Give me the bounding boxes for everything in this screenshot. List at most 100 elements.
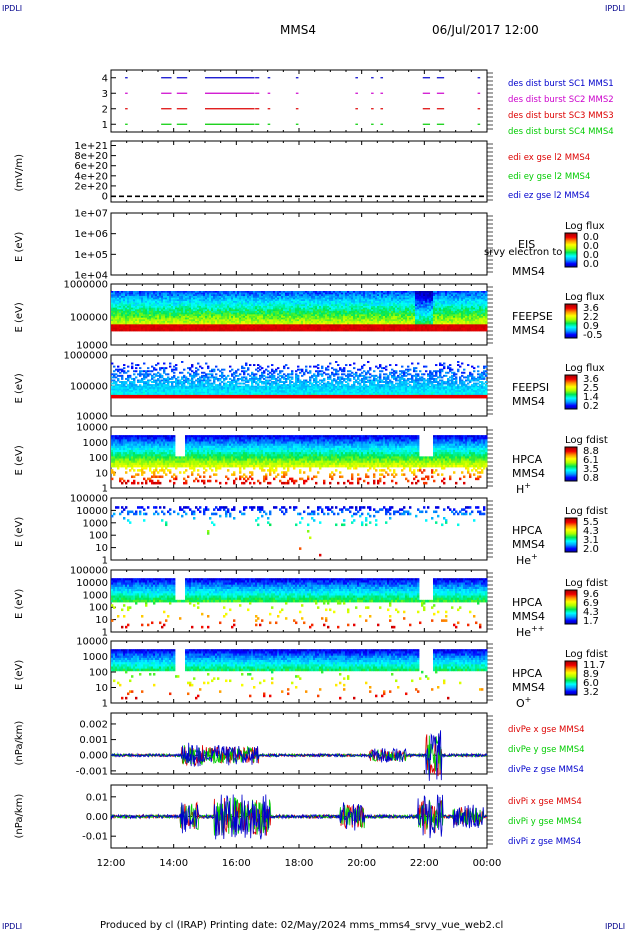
feeps-e-pixel bbox=[135, 296, 138, 299]
feeps-e-pixel bbox=[145, 316, 148, 319]
feeps-e-pixel bbox=[151, 301, 154, 304]
feeps-e-pixel bbox=[195, 324, 198, 327]
feeps-e-pixel bbox=[159, 301, 162, 304]
feeps-e-pixel bbox=[169, 324, 172, 327]
feeps-e-pixel bbox=[199, 306, 202, 309]
feeps-e-pixel bbox=[141, 316, 144, 319]
feeps-e-pixel bbox=[183, 324, 186, 327]
feeps-e-pixel bbox=[187, 301, 190, 304]
feeps-e-pixel bbox=[153, 297, 156, 300]
feeps-e-pixel bbox=[187, 327, 190, 330]
feeps-e-pixel bbox=[129, 304, 132, 307]
feeps-e-pixel bbox=[189, 302, 192, 305]
feeps-e-pixel bbox=[187, 309, 190, 312]
feeps-e-pixel bbox=[153, 294, 156, 297]
feeps-e-pixel bbox=[161, 312, 164, 315]
feeps-e-pixel bbox=[209, 324, 212, 327]
feeps-e-pixel bbox=[117, 321, 120, 324]
feeps-e-pixel bbox=[181, 312, 184, 315]
feeps-e-pixel bbox=[143, 319, 146, 322]
feeps-e-pixel bbox=[123, 326, 126, 329]
feeps-e-pixel bbox=[201, 322, 204, 325]
feeps-e-pixel bbox=[145, 324, 148, 327]
feeps-e-pixel bbox=[117, 312, 120, 315]
eis-colorbar-tick: 0.0 bbox=[583, 241, 599, 252]
burst-legend-3: des dist burst SC3 MMS3 bbox=[508, 111, 614, 121]
feeps-e-pixel bbox=[205, 319, 208, 322]
feeps-e-pixel bbox=[177, 327, 180, 330]
feeps-e-pixel bbox=[181, 299, 184, 302]
feeps-e-pixel bbox=[119, 304, 122, 307]
feeps-e-pixel bbox=[133, 322, 136, 325]
feeps-e-pixel bbox=[123, 324, 126, 327]
feeps-e-pixel bbox=[153, 296, 156, 299]
feeps-e-pixel bbox=[117, 296, 120, 299]
feeps-e-pixel bbox=[113, 306, 116, 309]
eis-panel-y-tick-label: 1e+05 bbox=[74, 250, 108, 261]
burst-legend-1: des dist burst SC1 MMS1 bbox=[508, 79, 614, 89]
feeps-e-pixel bbox=[185, 294, 188, 297]
feeps-e-pixel bbox=[157, 324, 160, 327]
feeps-e-pixel bbox=[205, 307, 208, 310]
feeps-e-pixel bbox=[193, 304, 196, 307]
feeps-e-pixel bbox=[205, 302, 208, 305]
feeps-e-pixel bbox=[113, 319, 116, 322]
feeps-e-pixel bbox=[191, 311, 194, 314]
feeps-e-pixel bbox=[185, 326, 188, 329]
feeps-e-pixel bbox=[153, 322, 156, 325]
feeps-e-pixel bbox=[127, 302, 130, 305]
feeps-e-pixel bbox=[143, 297, 146, 300]
datetime-title: 06/Jul/2017 12:00 bbox=[432, 23, 539, 37]
feeps-e-pixel bbox=[169, 292, 172, 295]
feeps-e-pixel bbox=[177, 306, 180, 309]
feeps-e-pixel bbox=[171, 326, 174, 329]
feeps-e-colorbar bbox=[565, 304, 577, 339]
feeps-e-pixel bbox=[175, 297, 178, 300]
feeps-e-pixel bbox=[205, 321, 208, 324]
feeps-e-pixel bbox=[209, 329, 212, 332]
feeps-e-pixel bbox=[159, 314, 162, 317]
feeps-e-pixel bbox=[207, 314, 210, 317]
feeps-e-pixel bbox=[123, 316, 126, 319]
feeps-e-pixel bbox=[147, 296, 150, 299]
feeps-e-pixel bbox=[203, 311, 206, 314]
feeps-e-pixel bbox=[197, 314, 200, 317]
feeps-e-pixel bbox=[115, 309, 118, 312]
feeps-e-pixel bbox=[191, 317, 194, 320]
feeps-e-pixel bbox=[155, 297, 158, 300]
feeps-e-pixel bbox=[171, 301, 174, 304]
feeps-e-pixel bbox=[179, 296, 182, 299]
feeps-e-pixel bbox=[151, 324, 154, 327]
feeps-e-pixel bbox=[199, 312, 202, 315]
feeps-e-pixel bbox=[197, 304, 200, 307]
feeps-e-pixel bbox=[193, 327, 196, 330]
feeps-e-pixel bbox=[151, 294, 154, 297]
feeps-e-pixel bbox=[119, 326, 122, 329]
feeps-e-pixel bbox=[169, 294, 172, 297]
feeps-e-pixel bbox=[131, 291, 134, 294]
feeps-e-pixel bbox=[183, 319, 186, 322]
eis-colorbar-strip bbox=[565, 256, 577, 258]
feeps-e-pixel bbox=[161, 326, 164, 329]
feeps-e-panel-y-tick-label: 10000 bbox=[76, 341, 108, 352]
eis-colorbar-strip bbox=[565, 259, 577, 261]
eis-colorbar-strip bbox=[565, 251, 577, 253]
feeps-e-pixel bbox=[161, 314, 164, 317]
feeps-e-pixel bbox=[123, 327, 126, 330]
feeps-e-pixel bbox=[177, 316, 180, 319]
feeps-e-pixel bbox=[197, 301, 200, 304]
feeps-e-pixel bbox=[143, 314, 146, 317]
feeps-e-pixel bbox=[129, 301, 132, 304]
feeps-e-pixel bbox=[153, 302, 156, 305]
feeps-e-pixel bbox=[155, 324, 158, 327]
feeps-e-pixel bbox=[203, 301, 206, 304]
feeps-e-pixel bbox=[185, 311, 188, 314]
feeps-e-pixel bbox=[141, 302, 144, 305]
feeps-e-pixel bbox=[203, 291, 206, 294]
feeps-e-pixel bbox=[167, 324, 170, 327]
feeps-e-pixel bbox=[133, 302, 136, 305]
feeps-e-pixel bbox=[119, 324, 122, 327]
feeps-e-pixel bbox=[175, 292, 178, 295]
feeps-e-pixel bbox=[121, 319, 124, 322]
feeps-e-pixel bbox=[183, 314, 186, 317]
